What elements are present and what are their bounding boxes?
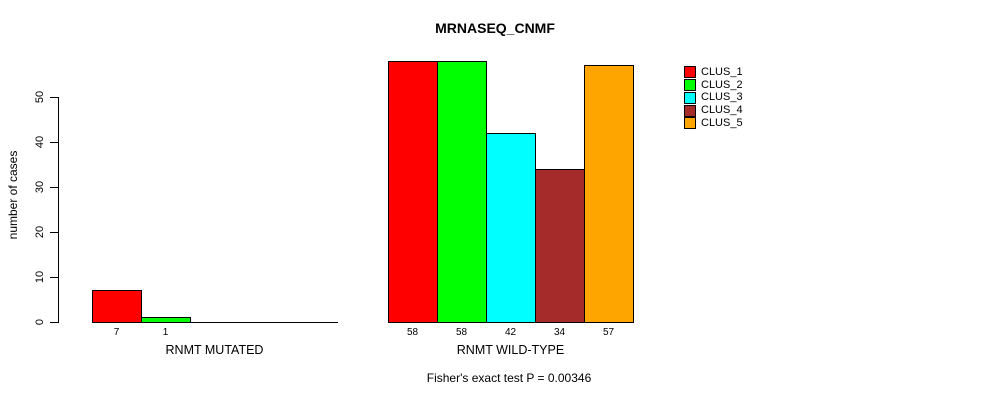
- y-tick-label: 20: [34, 225, 46, 239]
- legend-item: CLUS_5: [684, 117, 743, 130]
- bar-clus_5-group2: [584, 65, 634, 323]
- y-tick-label: 10: [34, 270, 46, 284]
- bar-value-label: 58: [406, 327, 419, 338]
- x-axis-group-label: RNMT WILD-TYPE: [456, 343, 565, 357]
- y-tick-mark: [50, 187, 58, 188]
- legend-label: CLUS_1: [701, 65, 743, 78]
- bar-clus_3-group2: [486, 133, 536, 323]
- y-tick-mark: [50, 232, 58, 233]
- bar-value-label: 1: [162, 327, 169, 338]
- bar-clus_2-group2: [437, 61, 487, 323]
- legend: CLUS_1 CLUS_2 CLUS_3 CLUS_4 CLUS_5: [684, 66, 743, 130]
- legend-item: CLUS_4: [684, 104, 743, 117]
- legend-label: CLUS_5: [701, 116, 743, 129]
- bar-value-label: 42: [504, 327, 517, 338]
- bar-clus_4-group2: [535, 169, 585, 323]
- y-tick-label: 30: [34, 180, 46, 194]
- legend-item: CLUS_3: [684, 91, 743, 105]
- bar-value-label: 58: [455, 327, 468, 338]
- legend-label: CLUS_4: [701, 104, 743, 117]
- y-tick-mark: [50, 322, 58, 323]
- legend-item: CLUS_2: [684, 79, 743, 92]
- y-tick-mark: [50, 277, 58, 278]
- bar-clus_1-group1: [92, 290, 142, 323]
- bar-value-label: 57: [602, 327, 615, 338]
- y-tick-mark: [50, 97, 58, 98]
- legend-swatch-icon: [684, 117, 696, 130]
- y-tick-label: 50: [34, 90, 46, 104]
- legend-swatch-icon: [684, 79, 696, 92]
- y-tick-mark: [50, 142, 58, 143]
- bar-clus_2-group1: [141, 317, 191, 323]
- y-tick-label: 0: [34, 318, 46, 326]
- chart-title: MRNASEQ_CNMF: [435, 20, 555, 36]
- y-tick-label: 40: [34, 135, 46, 149]
- group-baseline: [92, 322, 338, 323]
- y-axis-line: [58, 97, 59, 323]
- fisher-test-caption: Fisher's exact test P = 0.00346: [426, 371, 592, 385]
- legend-label: CLUS_3: [701, 91, 743, 104]
- legend-swatch-icon: [684, 91, 696, 104]
- bar-value-label: 7: [113, 327, 120, 338]
- bar-clus_1-group2: [388, 61, 438, 323]
- legend-item: CLUS_1: [684, 66, 743, 79]
- legend-swatch-icon: [684, 104, 696, 117]
- legend-label: CLUS_2: [701, 78, 743, 91]
- x-axis-group-label: RNMT MUTATED: [165, 343, 264, 357]
- legend-swatch-icon: [684, 66, 696, 79]
- y-axis-label: number of cases: [6, 150, 20, 240]
- bar-value-label: 34: [553, 327, 566, 338]
